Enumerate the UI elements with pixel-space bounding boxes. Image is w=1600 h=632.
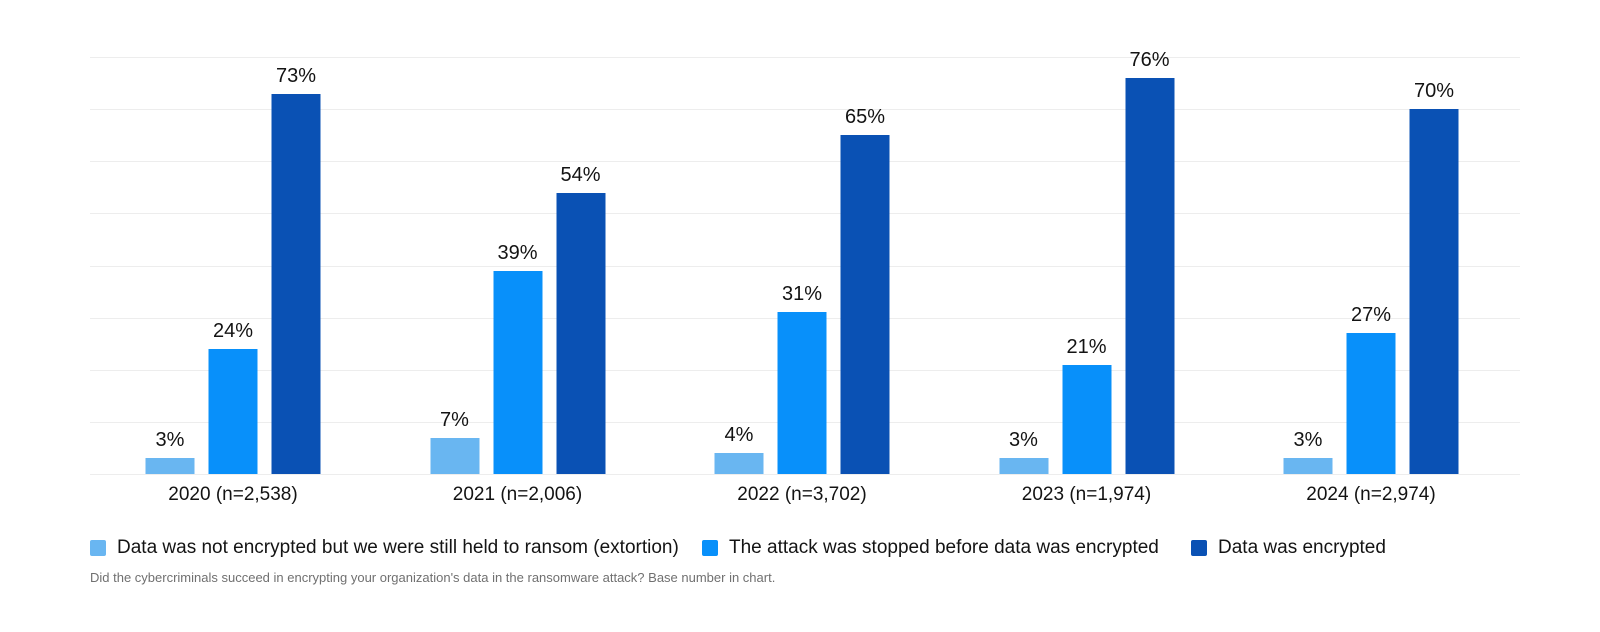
bar-value-label: 73% [275, 64, 317, 87]
gridline [90, 57, 1520, 58]
bar-value-label: 3% [1009, 429, 1038, 452]
bar-group-2021: 7% 39% 54% [430, 57, 605, 474]
legend-label: Data was encrypted [1218, 537, 1386, 558]
legend-swatch-dark-blue [1191, 540, 1207, 556]
bar [208, 348, 258, 474]
bar-wrapper: 54% [556, 57, 605, 474]
bar [777, 312, 827, 474]
bar-wrapper: 3% [145, 57, 195, 474]
bar-value-label: 7% [440, 408, 469, 431]
bar-wrapper: 70% [1409, 57, 1459, 474]
bar-group-2023: 3% 21% 76% [999, 50, 1174, 474]
legend: Data was not encrypted but we were still… [0, 537, 1600, 565]
x-axis-label: 2024 (n=2,974) [1306, 484, 1436, 505]
bar [556, 192, 605, 474]
legend-item-attack-stopped: The attack was stopped before data was e… [702, 537, 1159, 559]
gridline [90, 474, 1520, 475]
bar-value-label: 39% [497, 241, 538, 264]
bar-value-label: 76% [1129, 48, 1170, 71]
bar-wrapper: 65% [840, 57, 890, 474]
legend-label: Data was not encrypted but we were still… [117, 537, 679, 558]
x-axis-label: 2020 (n=2,538) [168, 484, 298, 505]
bar-value-label: 24% [212, 319, 254, 342]
bar [1346, 333, 1396, 474]
legend-swatch-medium-blue [702, 540, 718, 556]
survey-question-footnote: Did the cybercriminals succeed in encryp… [90, 570, 776, 585]
bar-value-label: 70% [1413, 80, 1455, 103]
x-axis-label: 2021 (n=2,006) [452, 484, 583, 505]
legend-item-data-encrypted: Data was encrypted [1191, 537, 1386, 559]
bar-value-label: 3% [1293, 429, 1323, 452]
bar-wrapper: 31% [777, 57, 827, 474]
bar [430, 437, 479, 474]
bar [1409, 109, 1459, 474]
legend-item-not-encrypted-extortion: Data was not encrypted but we were still… [90, 537, 679, 559]
bar-wrapper: 3% [999, 57, 1048, 474]
bar-value-label: 31% [781, 283, 823, 306]
bar-wrapper: 27% [1346, 57, 1396, 474]
gridline [90, 265, 1520, 267]
bar [271, 93, 321, 474]
bar-value-label: 3% [155, 429, 185, 452]
bar-wrapper: 7% [430, 57, 479, 474]
legend-swatch-light-blue [90, 540, 106, 556]
x-axis-label: 2023 (n=1,974) [1021, 484, 1152, 505]
bar [1125, 77, 1174, 474]
bar-wrapper: 24% [208, 57, 258, 474]
bar-value-label: 54% [560, 163, 601, 186]
bar [999, 458, 1048, 474]
bar [145, 458, 195, 474]
bar-wrapper: 73% [271, 57, 321, 474]
plot-area: 3% 24% 73% 7% 39% 54% 4% 31% 65% 3% 21% 76% 3% 27% 70% [90, 50, 1520, 475]
bar-wrapper: 4% [714, 57, 764, 474]
gridline [90, 109, 1520, 111]
bar-group-2022: 4% 31% 65% [714, 57, 890, 474]
bar [1062, 364, 1111, 474]
bar-wrapper: 76% [1125, 50, 1174, 474]
bar-wrapper: 39% [493, 57, 542, 474]
bar [840, 135, 890, 474]
bar-value-label: 27% [1350, 304, 1392, 327]
bar-group-2020: 3% 24% 73% [145, 57, 321, 474]
gridline [90, 161, 1520, 163]
x-axis-labels: 2020 (n=2,538) 2021 (n=2,006) 2022 (n=3,70… [90, 484, 1520, 508]
bar [714, 453, 764, 474]
bar [1283, 458, 1333, 474]
bar-value-label: 65% [844, 106, 886, 129]
gridline [90, 213, 1520, 215]
legend-label: The attack was stopped before data was e… [729, 537, 1159, 558]
bar-value-label: 4% [724, 424, 754, 447]
x-axis-label: 2022 (n=3,702) [737, 484, 867, 505]
bar-value-label: 21% [1066, 335, 1107, 358]
bar-wrapper: 3% [1283, 57, 1333, 474]
bar-wrapper: 21% [1062, 57, 1111, 474]
bar [493, 270, 542, 474]
bar-group-2024: 3% 27% 70% [1283, 57, 1459, 474]
